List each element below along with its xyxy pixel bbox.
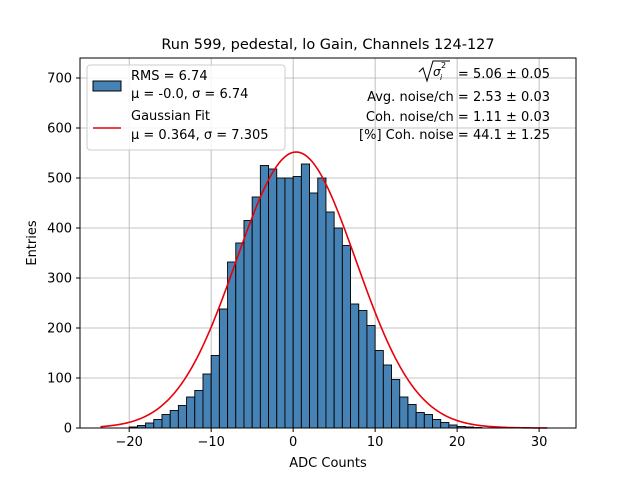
histogram-bar (227, 261, 237, 429)
y-tick-label: 200 (47, 322, 72, 337)
gaussian-fit-curve (100, 151, 548, 429)
histogram-bar (382, 364, 392, 429)
y-tick-label: 300 (47, 272, 72, 287)
legend-histogram-label-line1: RMS = 6.74 (131, 69, 208, 84)
histogram-bar (194, 390, 204, 429)
histogram-bar (317, 177, 327, 429)
x-tick-label: −10 (197, 435, 224, 450)
legend: RMS = 6.74 μ = -0.0, σ = 6.74 Gaussian F… (86, 64, 286, 151)
histogram-bar (169, 410, 179, 429)
histogram-bar (259, 165, 270, 429)
histogram-bar (276, 177, 286, 429)
y-tick-label: 400 (47, 222, 72, 237)
plot-frame (79, 57, 577, 429)
avg-noise-annotation: Avg. noise/ch = 2.53 ± 0.03 (367, 90, 550, 105)
histogram-bar (145, 422, 155, 429)
histogram-bar (268, 168, 278, 429)
histogram-bar (161, 414, 171, 429)
x-tick-label: 10 (367, 435, 384, 450)
histogram-bar (407, 404, 417, 429)
svg-text:σ: σ (433, 65, 441, 79)
x-tick-label: 30 (531, 435, 548, 450)
histogram-bar (391, 379, 401, 429)
chart-title: Run 599, pedestal, lo Gain, Channels 124… (161, 37, 494, 53)
coh-percent-annotation: [%] Coh. noise = 44.1 ± 1.25 (359, 128, 550, 143)
svg-text:i: i (440, 73, 443, 82)
total-noise-annotation: = 5.06 ± 0.05 (458, 67, 550, 82)
legend-box (86, 64, 286, 151)
histogram-bar (202, 373, 212, 429)
histogram-bar (284, 177, 294, 429)
histogram-bars (128, 163, 483, 429)
histogram-bar (218, 308, 229, 429)
legend-fit-label-line2: μ = 0.364, σ = 7.305 (131, 128, 269, 143)
svg-text:2: 2 (441, 61, 446, 70)
histogram-bar (432, 419, 442, 429)
x-tick-label: 0 (289, 435, 297, 450)
histogram-bar (292, 176, 302, 429)
total-noise-symbol: σ i 2 (418, 60, 450, 83)
histogram-bar (423, 414, 433, 429)
x-axis-ticks: −20 −10 0 10 20 30 (115, 428, 547, 450)
legend-histogram-label-line2: μ = -0.0, σ = 6.74 (131, 87, 248, 102)
histogram-bar (333, 227, 343, 429)
histogram-bar (415, 412, 425, 429)
x-tick-label: −20 (115, 435, 142, 450)
histogram-bar (350, 303, 360, 429)
y-tick-label: 100 (47, 372, 72, 387)
histogram-bar (177, 405, 188, 429)
histogram-bar (309, 192, 319, 429)
histogram-bar (440, 422, 450, 429)
histogram-bar (358, 310, 368, 429)
histogram-bar (399, 396, 409, 429)
y-axis-label: Entries (25, 220, 40, 266)
histogram-bar (153, 419, 163, 429)
y-tick-label: 700 (47, 72, 72, 87)
histogram-bar (374, 350, 384, 429)
histogram-bar (243, 220, 253, 429)
histogram-bar (186, 396, 196, 429)
histogram-bar (251, 196, 261, 429)
histogram-bar (341, 245, 351, 429)
y-tick-label: 0 (64, 422, 72, 437)
histogram-bar (235, 242, 245, 429)
histogram-bar (366, 325, 376, 429)
histogram-bar (210, 355, 220, 429)
histogram-bar (325, 211, 335, 429)
x-tick-label: 20 (449, 435, 466, 450)
y-axis-ticks: 0 100 200 300 400 500 600 700 (47, 72, 80, 437)
y-tick-label: 600 (47, 122, 72, 137)
coh-noise-annotation: Coh. noise/ch = 1.11 ± 0.03 (366, 110, 550, 125)
gaussian-fit-layer (100, 151, 548, 429)
legend-fit-label-line1: Gaussian Fit (131, 109, 210, 124)
histogram-bar (300, 163, 311, 429)
x-axis-label: ADC Counts (289, 456, 367, 471)
y-tick-label: 500 (47, 172, 72, 187)
legend-histogram-swatch (92, 80, 122, 92)
noise-annotations: σ i 2 = 5.06 ± 0.05 Avg. noise/ch = 2.53… (359, 60, 550, 143)
